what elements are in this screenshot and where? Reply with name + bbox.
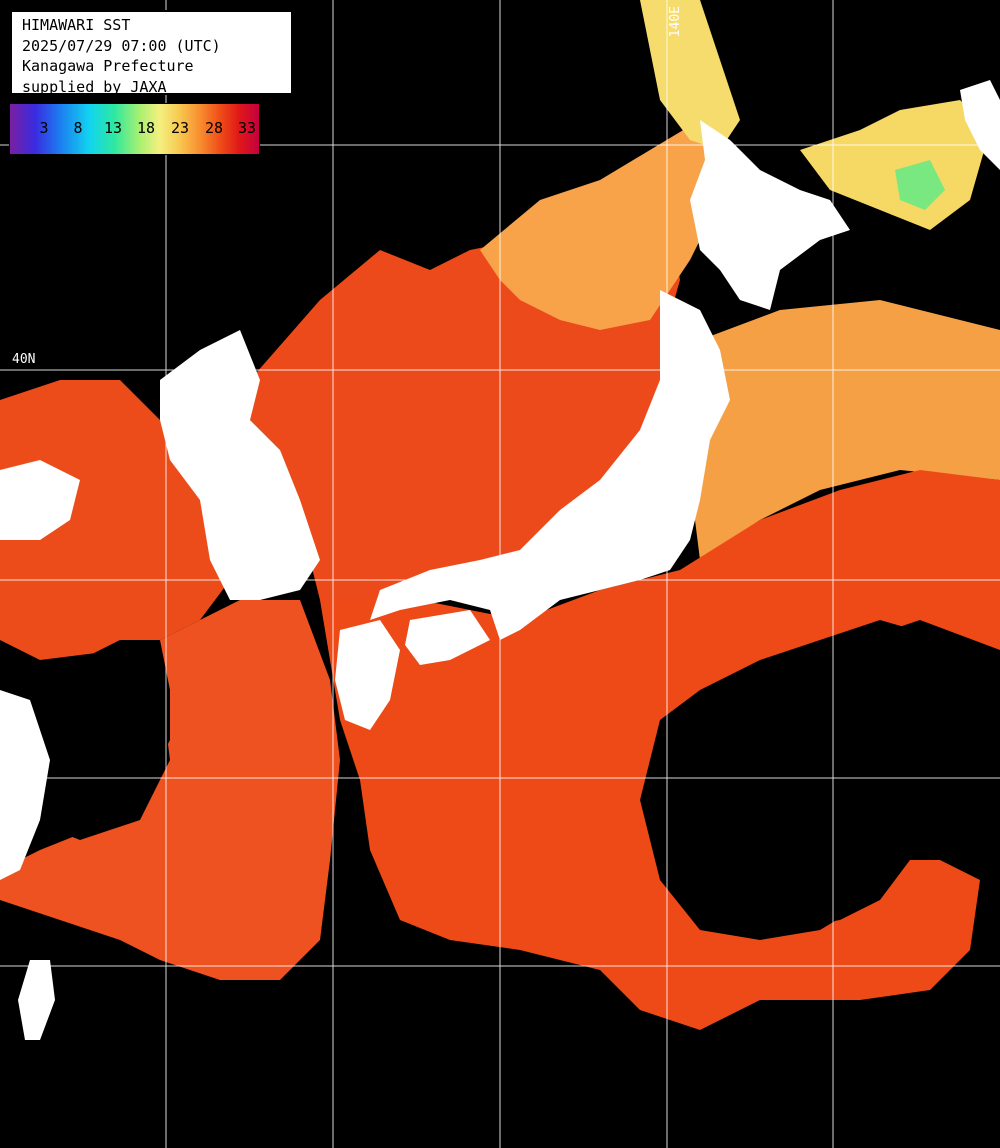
- china-coast-land: [0, 690, 50, 880]
- colorbar-label-23: 23: [170, 119, 190, 137]
- japan-kyushu: [335, 620, 400, 730]
- taiwan-land: [18, 960, 55, 1040]
- cloud-band-east: [860, 620, 1000, 760]
- colorbar-label-28: 28: [204, 119, 224, 137]
- sakhalin-land: [960, 80, 1000, 170]
- colorbar-label-8: 8: [73, 119, 83, 137]
- okhotsk-cool-area: [640, 0, 740, 150]
- typhoon-cloud: [680, 740, 910, 930]
- cloud-band-southwest: [30, 650, 170, 840]
- map-title-box: HIMAWARI SST 2025/07/29 07:00 (UTC) Kana…: [10, 10, 293, 96]
- pacific-mild-sst: [690, 300, 1000, 560]
- sst-colorbar: 3 8 13 18 23 28 33: [9, 103, 260, 155]
- southwest-sea-sst: [0, 600, 340, 980]
- lat-label-40n: 40N: [12, 352, 36, 367]
- title-region: Kanagawa Prefecture: [22, 57, 194, 75]
- korea-china-land: [160, 330, 320, 600]
- colorbar-label-3: 3: [39, 119, 49, 137]
- japan-shikoku: [405, 610, 490, 665]
- japan-hokkaido: [690, 120, 850, 310]
- title-datetime: 2025/07/29 07:00 (UTC): [22, 36, 221, 55]
- liaodong-land: [0, 460, 80, 540]
- title-product: HIMAWARI SST: [22, 16, 131, 34]
- colorbar-label-18: 18: [136, 119, 156, 137]
- colorbar-label-33: 33: [237, 119, 257, 137]
- pacific-warm-sst: [320, 470, 1000, 1030]
- hokkaido-east-cool: [800, 100, 990, 230]
- title-credit: supplied by JAXA: [22, 77, 167, 96]
- colorbar-label-13: 13: [103, 119, 123, 137]
- colorbar-labels: 3 8 13 18 23 28 33: [10, 119, 259, 139]
- lon-label-140e: 140E: [668, 6, 683, 38]
- northern-cool-band: [480, 120, 720, 330]
- lat-label-30n: 30N: [20, 760, 44, 775]
- japan-honshu: [370, 290, 730, 640]
- green-cool-patch: [895, 160, 945, 210]
